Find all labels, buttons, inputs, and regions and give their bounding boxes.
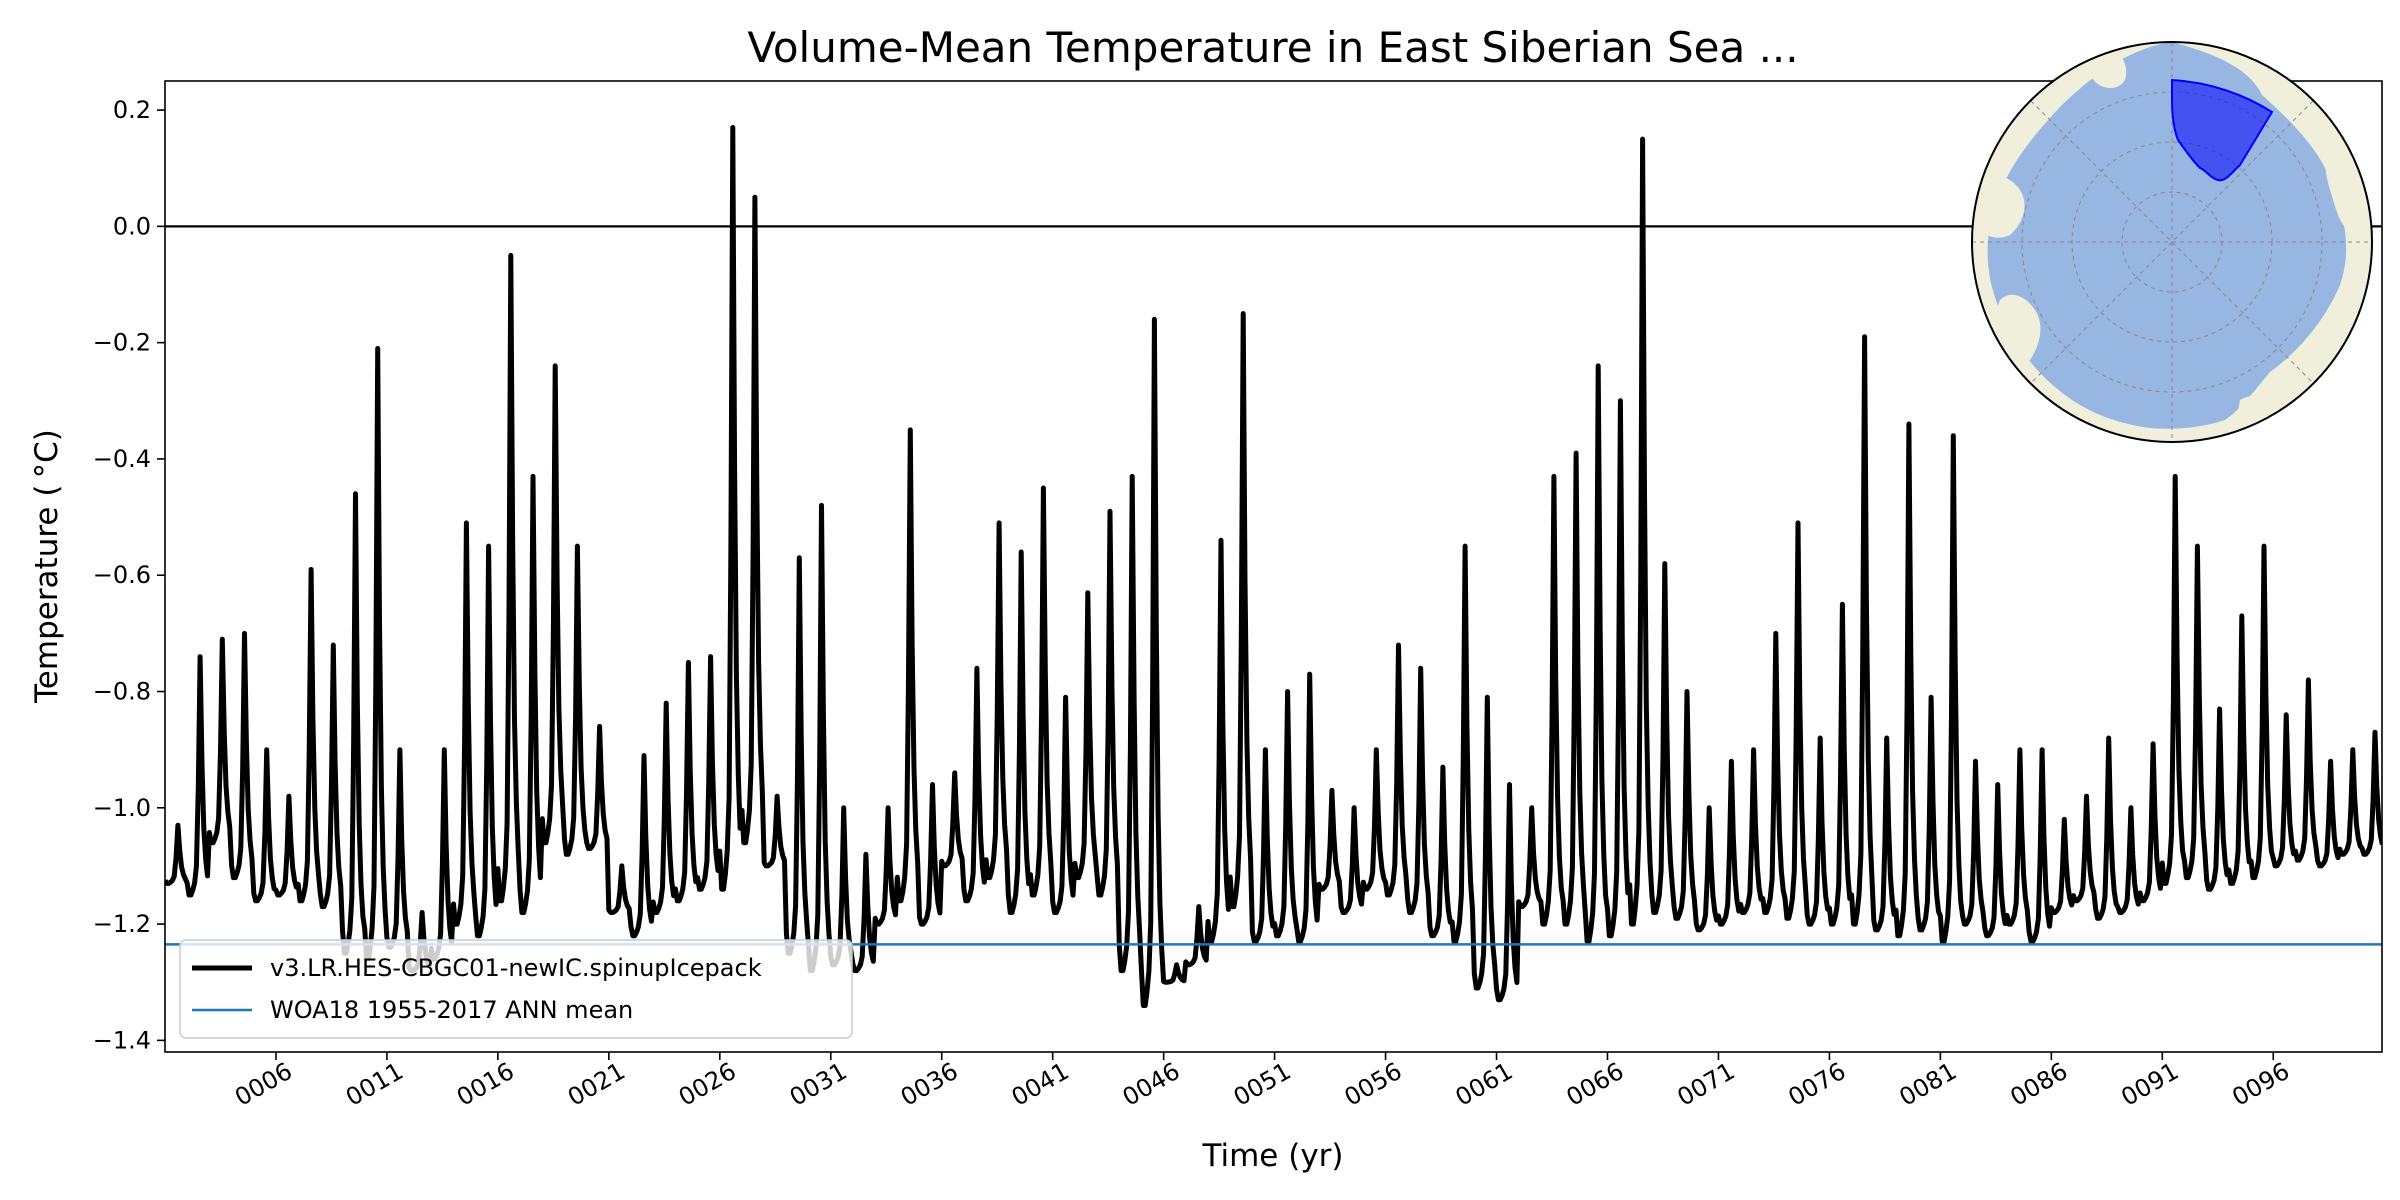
map-land-greenland xyxy=(1994,294,2041,367)
x-tick-label: 0056 xyxy=(1340,1057,1407,1112)
plot-frame xyxy=(164,80,2383,1053)
legend: v3.LR.HES-CBGC01-newIC.spinupIcepack WOA… xyxy=(179,939,853,1039)
y-axis-label: Temperature ( °C) xyxy=(29,429,65,704)
x-tick-label: 0066 xyxy=(1562,1057,1629,1112)
y-tick-label: −0.8 xyxy=(93,678,151,706)
legend-label-woa18: WOA18 1955-2017 ANN mean xyxy=(270,996,633,1024)
map-land-siberia xyxy=(2325,150,2366,231)
x-tick-label: 0091 xyxy=(2116,1057,2183,1112)
x-tick-label: 0006 xyxy=(230,1057,297,1112)
y-tick-label: 0.2 xyxy=(113,96,151,124)
x-tick-label: 0051 xyxy=(1229,1057,1296,1112)
legend-box xyxy=(179,939,853,1039)
x-tick-label: 0041 xyxy=(1007,1057,1074,1112)
y-tick-label: −1.2 xyxy=(93,910,151,938)
x-tick-label: 0071 xyxy=(1673,1057,1740,1112)
inset-polar-map xyxy=(1971,41,2373,443)
x-tick-label: 0076 xyxy=(1784,1057,1851,1112)
x-axis-label: Time (yr) xyxy=(1202,1138,1344,1174)
x-tick-label: 0046 xyxy=(1118,1057,1185,1112)
y-tick-label: −0.6 xyxy=(93,561,151,589)
x-tick-label: 0016 xyxy=(452,1057,519,1112)
x-tick-label: 0021 xyxy=(563,1057,630,1112)
map-land-canada xyxy=(1975,174,2025,238)
map-border xyxy=(1971,41,2373,443)
x-axis: 0006 0011 0016 0021 0026 0031 0036 0041 0046 0051… xyxy=(230,1052,2294,1112)
legend-label-model: v3.LR.HES-CBGC01-newIC.spinupIcepack xyxy=(270,954,762,982)
chart-title: Volume-Mean Temperature in East Siberian… xyxy=(747,23,1798,72)
y-tick-label: −0.4 xyxy=(93,445,151,473)
x-tick-label: 0026 xyxy=(674,1057,741,1112)
x-tick-label: 0096 xyxy=(2227,1057,2294,1112)
map-region-east-siberian-sea xyxy=(2171,78,2274,182)
x-tick-label: 0061 xyxy=(1451,1057,1518,1112)
x-tick-label: 0081 xyxy=(1894,1057,1961,1112)
y-tick-label: −0.2 xyxy=(93,329,151,357)
y-tick-label: −1.0 xyxy=(93,794,151,822)
x-tick-label: 0036 xyxy=(896,1057,963,1112)
y-tick-label: −1.4 xyxy=(93,1026,151,1054)
y-axis: 0.2 0.0 −0.2 −0.4 −0.6 −0.8 −1.0 −1.2 −1.4 xyxy=(93,96,165,1054)
x-tick-label: 0031 xyxy=(785,1057,852,1112)
series-line-model xyxy=(165,125,2382,1008)
x-tick-label: 0086 xyxy=(2005,1057,2072,1112)
x-tick-label: 0011 xyxy=(341,1057,408,1112)
y-tick-label: 0.0 xyxy=(113,212,151,240)
map-land-scandinavia xyxy=(2236,395,2284,441)
